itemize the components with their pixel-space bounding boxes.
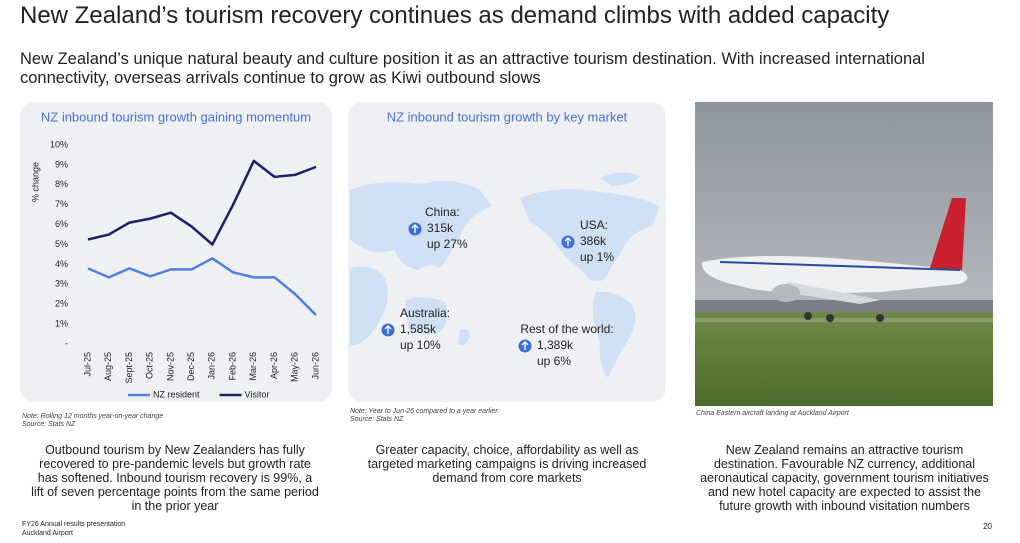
panel-title: NZ inbound tourism growth by key market — [387, 109, 628, 124]
market-arrivals: 386k — [580, 234, 607, 248]
x-tick-label: Feb-26 — [227, 352, 237, 381]
note: Note: Rolling 12 months year-on-year cha… — [22, 413, 163, 420]
caption: China Eastern aircraft landing at Auckla… — [696, 410, 850, 417]
market-arrivals: 1,585k — [400, 322, 437, 336]
body-text: New Zealand remains an attractive touris… — [700, 443, 989, 513]
y-tick-label: - — [65, 338, 68, 348]
up-arrow — [411, 224, 419, 233]
market-arrivals: 315k — [427, 221, 454, 235]
x-tick-label: Oct-25 — [145, 352, 155, 379]
market-name: Australia: — [400, 306, 450, 320]
x-tick-label: Mar-26 — [248, 352, 258, 381]
x-tick-label: Jun-26 — [310, 352, 320, 380]
market-name: Rest of the world: — [520, 322, 613, 336]
market-growth: up 6% — [537, 354, 571, 368]
market-name: USA: — [580, 218, 608, 232]
body-text: Greater capacity, choice, affordability … — [367, 443, 647, 485]
y-tick-label: 6% — [55, 219, 68, 229]
x-tick-label: Jul-25 — [82, 352, 92, 377]
x-tick-label: Aug-25 — [103, 352, 113, 381]
note: Source: Stats NZ — [22, 421, 76, 428]
title: New Zealand’s tourism recovery continues… — [20, 2, 890, 29]
page-number: 20 — [983, 522, 992, 531]
y-tick-label: 4% — [55, 259, 68, 269]
legend-label: Visitor — [245, 389, 270, 399]
line-series — [87, 257, 317, 317]
y-tick-label: 7% — [55, 199, 68, 209]
y-tick-label: 10% — [50, 139, 68, 149]
up-arrow — [521, 341, 529, 350]
market-name: China: — [425, 205, 460, 219]
footer-text: Auckland Airport — [22, 530, 73, 537]
subtitle: New Zealand’s unique natural beauty and … — [20, 50, 925, 87]
x-tick-label: Dec-25 — [186, 352, 196, 381]
world-map — [350, 172, 660, 378]
up-arrow — [384, 325, 392, 334]
x-tick-label: Apr-26 — [269, 352, 279, 379]
line-series — [87, 159, 317, 246]
y-tick-label: 3% — [55, 279, 68, 289]
x-tick-label: Sept-25 — [124, 352, 134, 384]
chart-title: NZ inbound tourism growth gaining moment… — [41, 109, 311, 124]
y-tick-label: 2% — [55, 299, 68, 309]
legend-label: NZ resident — [153, 389, 200, 399]
y-tick-label: 5% — [55, 239, 68, 249]
market-arrivals: 1,389k — [537, 338, 574, 352]
body-text: Outbound tourism by New Zealanders has f… — [31, 443, 319, 513]
market-growth: up 27% — [427, 237, 468, 251]
y-tick-label: 9% — [55, 159, 68, 169]
note: Source: Stats NZ — [350, 416, 404, 423]
up-arrow — [564, 237, 572, 246]
market-growth: up 10% — [400, 338, 441, 352]
x-tick-label: Jan-26 — [207, 352, 217, 380]
y-tick-label: 1% — [55, 318, 68, 328]
y-tick-label: 8% — [55, 179, 68, 189]
market-growth: up 1% — [580, 250, 614, 264]
x-tick-label: Nov-25 — [165, 352, 175, 381]
x-tick-label: May-26 — [290, 352, 300, 382]
y-axis-label: % change — [30, 162, 40, 202]
footer-text: FY26 Annual results presentation — [22, 521, 125, 528]
photo-content — [695, 198, 993, 406]
note: Note: Year to Jun-26 compared to a year … — [350, 408, 499, 415]
panel — [20, 102, 332, 402]
